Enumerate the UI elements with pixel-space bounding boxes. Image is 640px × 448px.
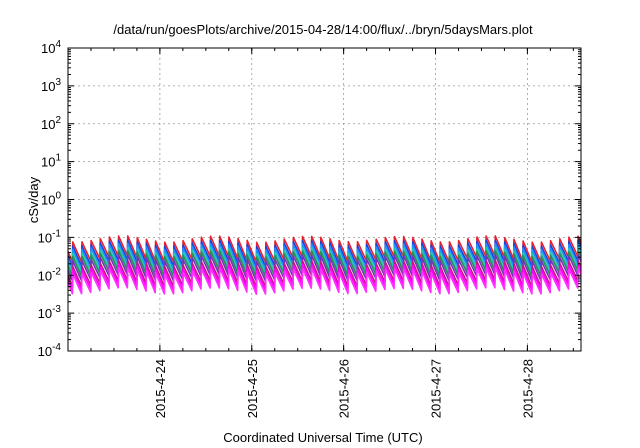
series-line-1 xyxy=(67,235,582,264)
y-tick-label: 100 xyxy=(41,191,61,208)
y-tick-label: 10-1 xyxy=(38,228,62,245)
y-tick-label: 103 xyxy=(41,77,61,94)
y-axis-ticks: 10-4 10-3 10-2 10-1 100 101 102 103 104 xyxy=(38,39,581,359)
x-tick-label: 2015-4-24 xyxy=(153,359,168,418)
y-tick-label: 101 xyxy=(41,153,61,170)
series-layer xyxy=(67,235,582,295)
series-line-2 xyxy=(67,239,582,268)
x-tick-label: 2015-4-27 xyxy=(429,359,444,418)
x-tick-label: 2015-4-25 xyxy=(245,359,260,418)
y-tick-label: 104 xyxy=(41,39,61,56)
series-line-8 xyxy=(67,263,582,292)
series-line-9 xyxy=(67,266,582,295)
y-tick-label: 10-2 xyxy=(38,266,62,283)
chart-title: /data/run/goesPlots/archive/2015-04-28/1… xyxy=(113,22,533,37)
y-tick-label: 10-4 xyxy=(38,342,62,359)
series-line-6 xyxy=(67,253,582,283)
y-tick-label: 102 xyxy=(41,115,61,132)
x-axis-ticks: 2015-4-24 2015-4-25 2015-4-26 2015-4-27 2015… xyxy=(90,48,574,418)
x-tick-label: 2015-4-28 xyxy=(520,359,535,418)
y-axis-title: cSv/day xyxy=(26,176,41,223)
series-line-4 xyxy=(67,246,582,275)
series-line-5 xyxy=(67,249,582,278)
x-tick-label: 2015-4-26 xyxy=(337,359,352,418)
series-line-3 xyxy=(67,242,582,271)
x-axis-title: Coordinated Universal Time (UTC) xyxy=(223,430,422,445)
grid-lines xyxy=(68,48,581,351)
y-tick-label: 10-3 xyxy=(38,304,62,321)
series-line-7 xyxy=(67,259,582,288)
